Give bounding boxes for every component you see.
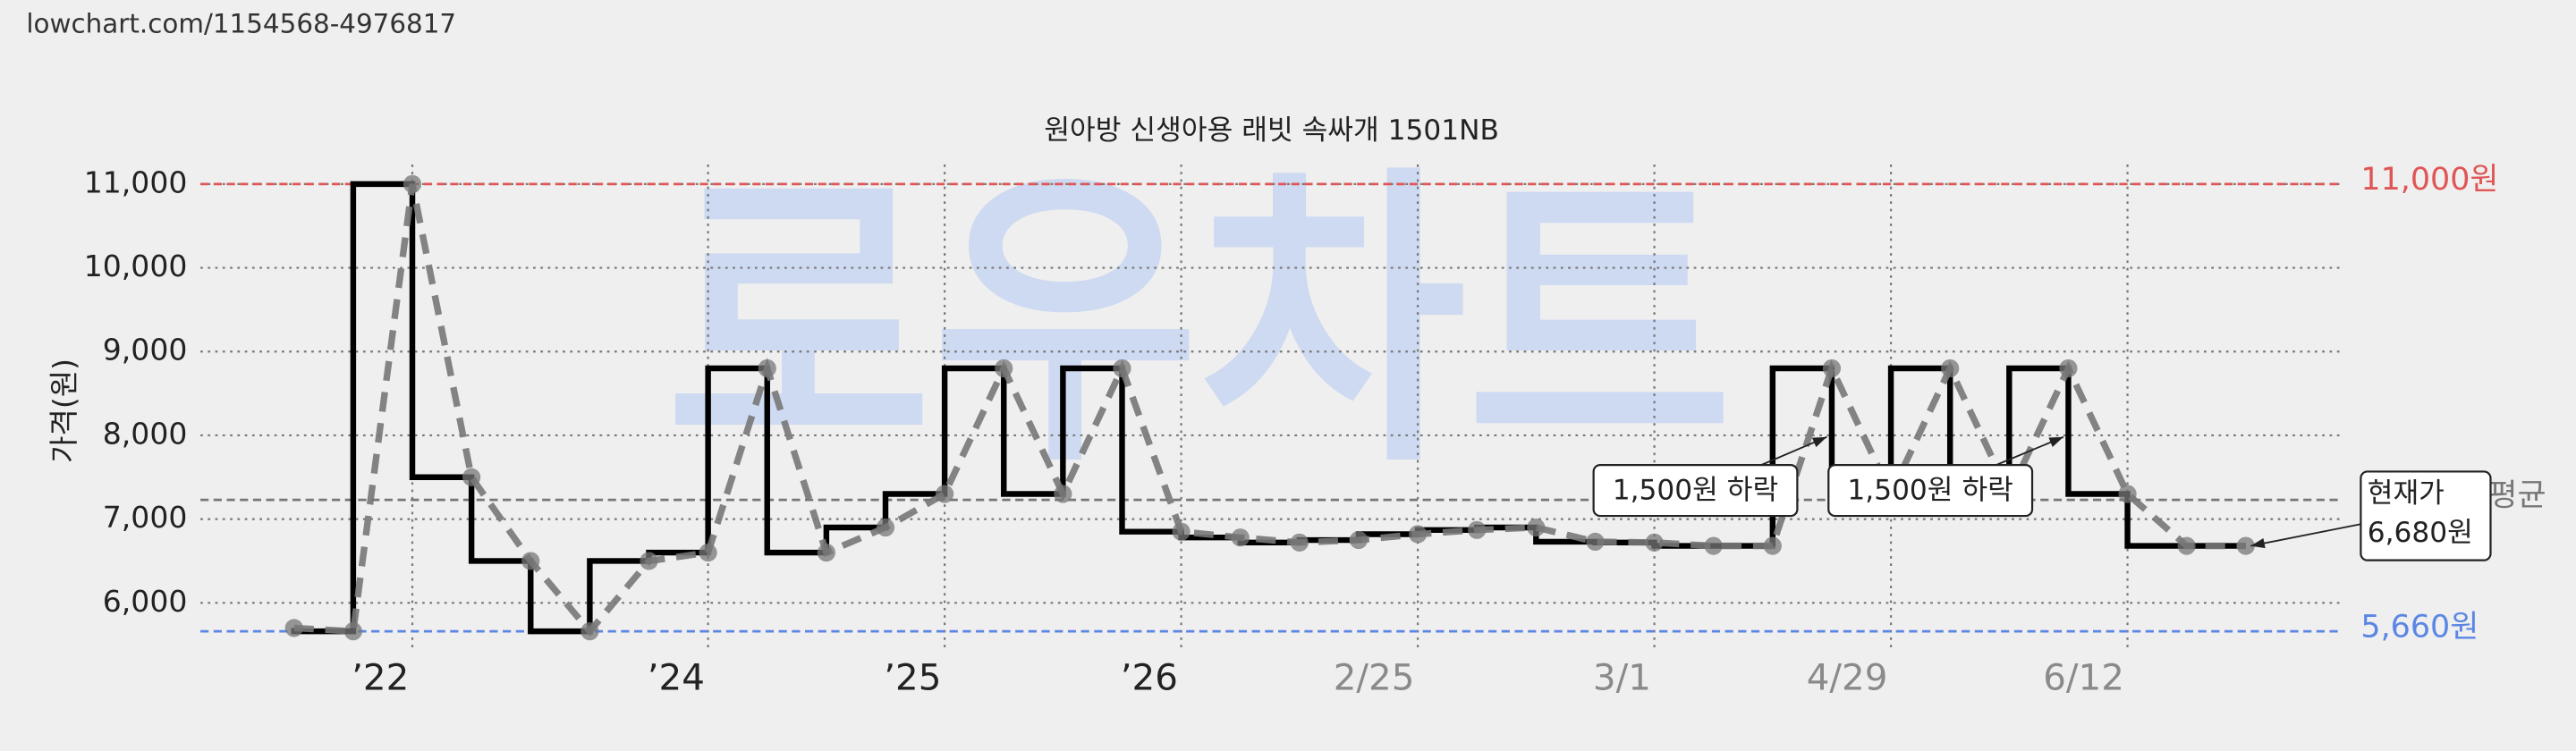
y-tick-label: 9,000 (103, 333, 188, 367)
point (1172, 522, 1191, 541)
y-tick-label: 11,000 (84, 165, 188, 199)
arrow-head (1811, 436, 1827, 448)
point (462, 468, 481, 486)
point (521, 552, 540, 570)
min-line-label: 5,660원 (2360, 609, 2479, 645)
current-box (2360, 470, 2492, 561)
annotation-box (1592, 464, 1799, 518)
point (402, 174, 422, 193)
point (343, 622, 362, 641)
y-tick-label: 6,000 (103, 584, 188, 619)
point (1290, 533, 1309, 552)
point (1704, 536, 1723, 555)
point (1645, 533, 1664, 552)
point (699, 543, 717, 562)
point (1468, 520, 1487, 539)
point (1054, 485, 1072, 503)
point (580, 622, 599, 641)
point (936, 485, 954, 503)
dashed-line (293, 183, 2246, 637)
current-title: 현재가 (2368, 477, 2445, 510)
point (1586, 532, 1605, 552)
point (1231, 528, 1250, 547)
point (1941, 359, 1960, 378)
arrow-head (2250, 538, 2266, 549)
point (640, 552, 658, 570)
chart-title: 원아방 신생아용 래빗 속싸개 1501NB (1044, 114, 1499, 147)
point (1763, 536, 1782, 555)
point (2059, 359, 2078, 378)
point (817, 543, 835, 562)
point (1409, 525, 1428, 544)
annotation: 1,500원 하락 (1613, 474, 1778, 506)
x-tick-label: 6/12 (2043, 656, 2124, 699)
url: lowchart.com/1154568-4976817 (26, 8, 456, 38)
arrow-head (2048, 436, 2063, 447)
x-tick-label: ’24 (648, 656, 705, 699)
x-tick-label: ’22 (352, 656, 409, 699)
y-tick-label: 8,000 (103, 416, 188, 451)
point (284, 619, 303, 637)
annotation-box (1827, 464, 2034, 518)
point (1349, 530, 1368, 550)
point (1822, 359, 1842, 378)
x-tick-label: 4/29 (1807, 656, 1888, 699)
point (1113, 359, 1131, 378)
watermark: 로우차트 (665, 141, 1733, 504)
annotation: 1,500원 하락 (1847, 474, 2012, 506)
point (1527, 518, 1546, 537)
max-line-label: 11,000원 (2360, 162, 2498, 198)
point (2236, 536, 2255, 555)
point (2118, 485, 2137, 503)
x-tick-label: 3/1 (1593, 656, 1651, 699)
arrow (2250, 523, 2361, 547)
point (995, 359, 1013, 378)
x-tick-label: ’26 (1121, 656, 1178, 699)
point (2177, 536, 2196, 555)
y-tick-label: 10,000 (84, 249, 188, 283)
point (758, 359, 776, 378)
x-tick-label: ’25 (884, 656, 941, 699)
x-tick-label: 2/25 (1334, 656, 1415, 699)
point (876, 518, 895, 537)
y-axis-label: 가격(원) (47, 359, 81, 463)
current-label: 6,680원 (2368, 517, 2473, 549)
y-tick-label: 7,000 (103, 500, 188, 535)
